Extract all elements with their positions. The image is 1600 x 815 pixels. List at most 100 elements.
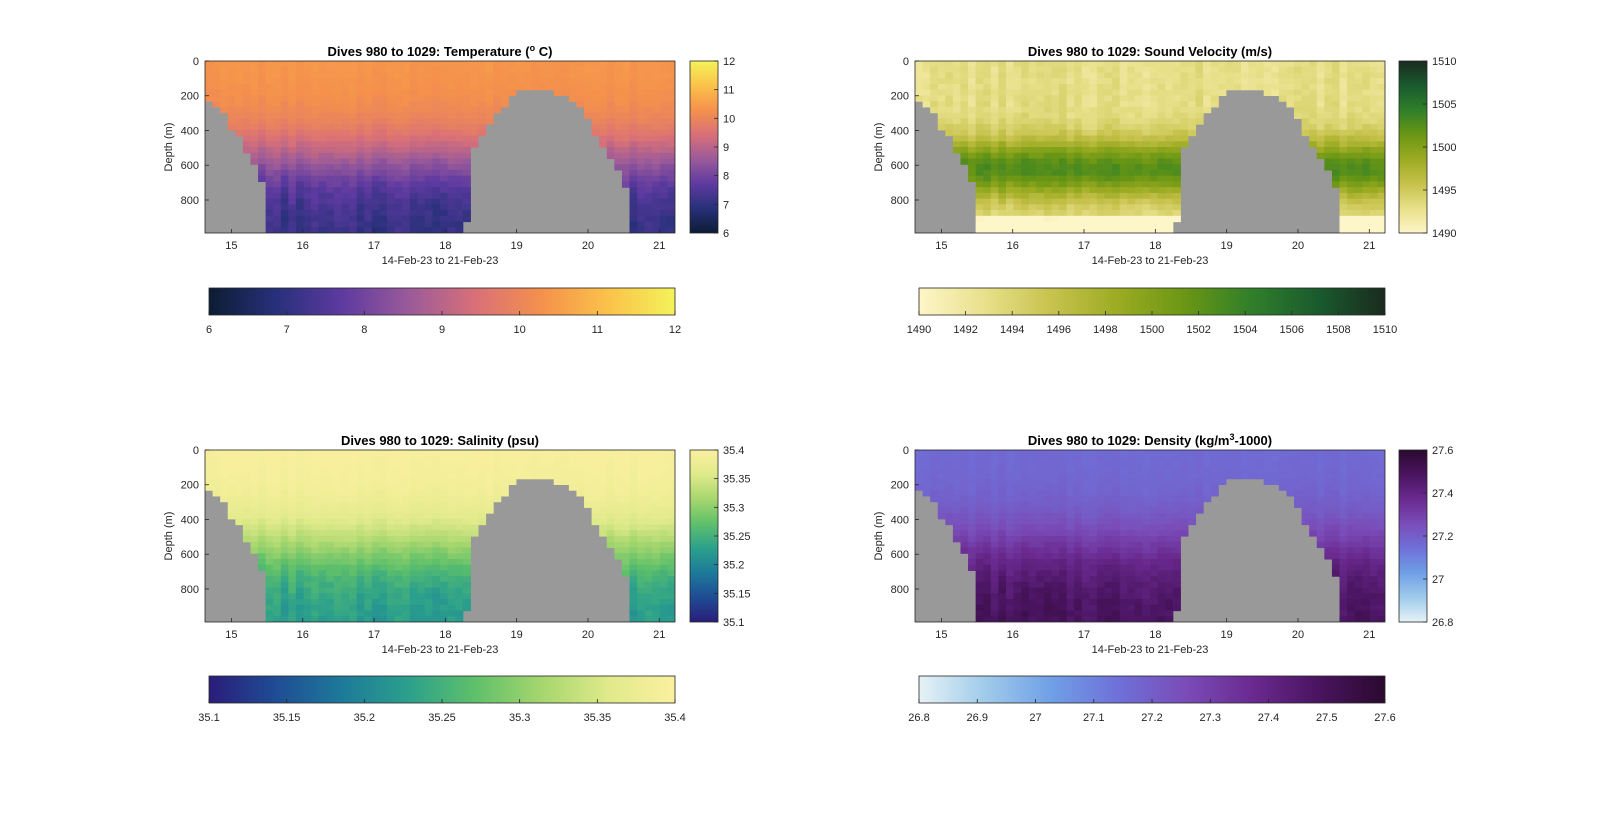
heatmap-cell	[1172, 181, 1181, 188]
heatmap-cell	[311, 490, 320, 497]
heatmap-cell	[1301, 61, 1310, 68]
heatmap-cell	[1339, 141, 1348, 148]
heatmap-cell	[1331, 78, 1341, 85]
heatmap-cell	[629, 89, 638, 96]
heatmap-cell	[606, 112, 615, 119]
heatmap-cell	[1066, 593, 1075, 600]
heatmap-cell	[621, 66, 631, 74]
heatmap-cell	[349, 593, 358, 600]
heatmap-cell	[606, 135, 615, 142]
heatmap-cell	[1142, 78, 1151, 85]
heatmap-cell	[667, 141, 675, 148]
heatmap-cell	[1172, 198, 1181, 205]
heatmap-cell	[455, 553, 464, 560]
heatmap-cell	[1134, 495, 1144, 503]
heatmap-cell	[356, 490, 365, 497]
heatmap-cell	[998, 507, 1007, 514]
heatmap-cell	[424, 536, 434, 543]
heatmap-cell	[1203, 72, 1212, 79]
heatmap-cell	[303, 576, 312, 583]
heatmap-cell	[1172, 118, 1181, 125]
heatmap-cell	[1347, 124, 1356, 131]
heatmap-cell	[417, 570, 426, 577]
heatmap-cell	[1112, 472, 1121, 480]
heatmap-cell	[1301, 83, 1310, 91]
heatmap-cell	[1142, 210, 1151, 217]
heatmap-cell	[1150, 490, 1159, 497]
heatmap-cell	[1157, 553, 1166, 560]
heatmap-cell	[652, 112, 661, 119]
heatmap-cell	[500, 89, 509, 96]
heatmap-cell	[629, 141, 638, 148]
heatmap-cell	[220, 490, 229, 497]
heatmap-cell	[546, 66, 555, 74]
heatmap-cell	[455, 169, 464, 177]
heatmap-cell	[470, 118, 479, 125]
heatmap-cell	[371, 455, 380, 463]
heatmap-cell	[1256, 66, 1265, 74]
heatmap-cell	[265, 581, 274, 589]
heatmap-cell	[1127, 106, 1136, 114]
heatmap-cell	[1096, 610, 1106, 617]
heatmap-cell	[998, 72, 1007, 79]
heatmap-cell	[659, 101, 669, 108]
heatmap-cell	[356, 147, 365, 154]
heatmap-cell	[637, 106, 646, 114]
heatmap-cell	[1112, 83, 1121, 91]
heatmap-cell	[364, 472, 373, 480]
heatmap-cell	[1043, 169, 1053, 177]
heatmap-cell	[1172, 152, 1181, 160]
heatmap-cell	[417, 581, 426, 589]
heatmap-cell	[1112, 541, 1121, 549]
heatmap-cell	[1074, 141, 1083, 148]
heatmap-cell	[1157, 490, 1166, 497]
heatmap-cell	[621, 507, 631, 514]
heatmap-cell	[432, 467, 441, 474]
heatmap-cell	[235, 467, 244, 474]
heatmap-cell	[303, 106, 312, 114]
heatmap-cell	[318, 484, 327, 491]
heatmap-cell	[364, 467, 373, 474]
heatmap-cell	[599, 101, 608, 108]
heatmap-cell	[945, 118, 954, 125]
heatmap-cell	[1036, 169, 1045, 177]
heatmap-cell	[1172, 455, 1181, 463]
heatmap-cell	[280, 524, 289, 531]
heatmap-cell	[1347, 135, 1356, 142]
heatmap-cell	[288, 175, 297, 182]
heatmap-cell	[652, 472, 661, 480]
heatmap-cell	[462, 78, 471, 85]
heatmap-cell	[1036, 576, 1045, 583]
heatmap-cell	[1089, 83, 1098, 91]
heatmap-cell	[424, 210, 434, 217]
heatmap-cell	[303, 95, 312, 102]
heatmap-cell	[349, 101, 358, 108]
heatmap-cell	[447, 61, 456, 68]
heatmap-cell	[1066, 484, 1075, 491]
colorbar-tick-label: 35.15	[723, 588, 751, 600]
heatmap-cell	[470, 124, 479, 131]
heatmap-cell	[998, 181, 1007, 188]
heatmap-cell	[1074, 576, 1083, 583]
heatmap-cell	[432, 530, 441, 537]
heatmap-cell	[1005, 541, 1015, 549]
heatmap-cell	[968, 467, 977, 474]
heatmap-cell	[1036, 547, 1045, 554]
heatmap-cell	[1119, 135, 1128, 142]
heatmap-cell	[606, 95, 615, 102]
heatmap-cell	[311, 593, 320, 600]
heatmap-cell	[288, 141, 297, 148]
heatmap-cell	[250, 101, 259, 108]
heatmap-cell	[1119, 227, 1128, 233]
heatmap-cell	[386, 553, 396, 560]
heatmap-cell	[462, 558, 471, 566]
heatmap-cell	[349, 129, 358, 137]
heatmap-cell	[371, 501, 380, 508]
heatmap-cell	[303, 450, 312, 457]
heatmap-cell	[455, 204, 464, 211]
heatmap-cell	[205, 78, 214, 85]
heatmap-cell	[432, 124, 441, 131]
heatmap-cell	[1165, 83, 1174, 91]
heatmap-cell	[432, 152, 441, 160]
